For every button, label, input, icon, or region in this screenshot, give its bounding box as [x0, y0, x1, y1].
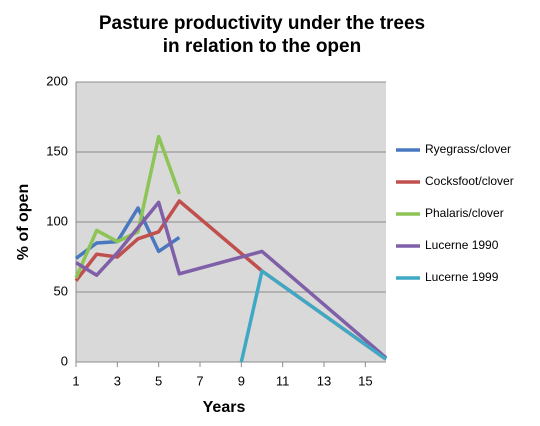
x-tick-label: 9 [238, 373, 245, 388]
y-tick-label: 150 [46, 143, 68, 158]
legend-label: Lucerne 1999 [425, 270, 499, 284]
series-line [239, 269, 388, 363]
legend-label: Cocksfoot/clover [425, 174, 514, 188]
series-line [74, 206, 181, 260]
chart-title: in relation to the open [163, 36, 361, 57]
series-line [75, 200, 388, 360]
legend-label: Lucerne 1990 [425, 238, 499, 252]
series-line [74, 134, 181, 279]
series-line [74, 199, 388, 361]
legend-label: Phalaris/clover [425, 206, 504, 220]
x-tick-label: 13 [317, 373, 331, 388]
legend-label: Ryegrass/clover [425, 142, 511, 156]
x-tick-label: 1 [72, 373, 79, 388]
y-tick-label: 100 [46, 213, 68, 228]
x-tick-label: 3 [114, 373, 121, 388]
x-tick-label: 7 [196, 373, 203, 388]
y-tick-label: 50 [54, 283, 68, 298]
y-tick-label: 200 [46, 73, 68, 88]
x-tick-label: 5 [155, 373, 162, 388]
x-axis-label: Years [203, 399, 246, 416]
y-tick-label: 0 [61, 353, 68, 368]
chart-title: Pasture productivity under the trees [99, 13, 425, 34]
y-axis-label: % of open [15, 184, 32, 260]
x-tick-label: 15 [358, 373, 372, 388]
x-tick-label: 11 [276, 373, 290, 388]
